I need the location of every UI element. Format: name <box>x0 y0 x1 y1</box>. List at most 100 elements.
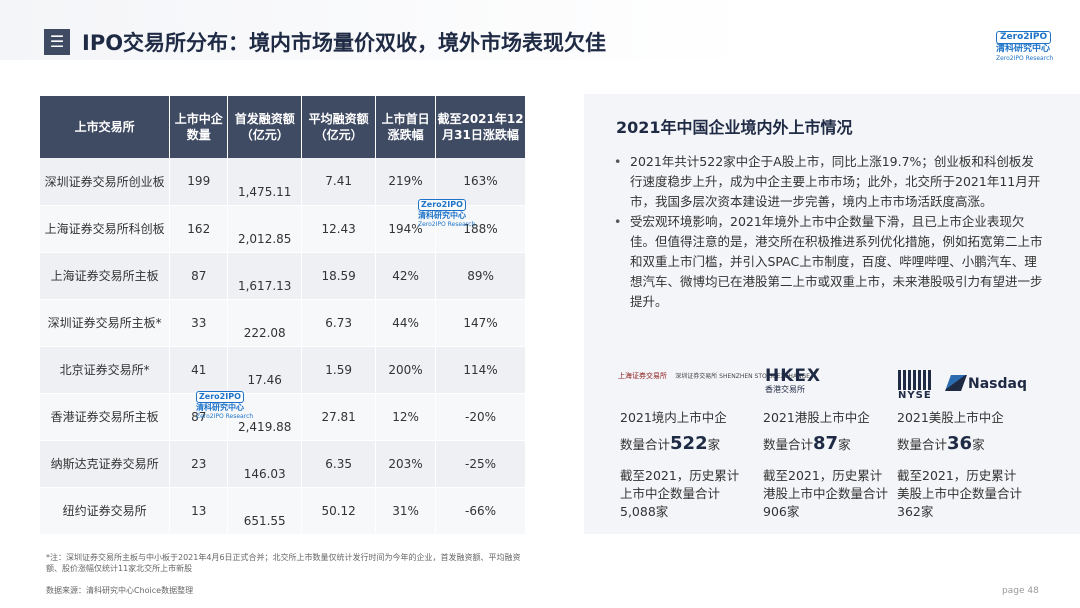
col-count: 上市中企数量 <box>169 96 229 158</box>
stat-count: 数量合计87家 <box>763 434 891 455</box>
cell-count: 162 <box>169 205 229 253</box>
stat-count: 数量合计522家 <box>620 434 750 455</box>
table-header-row: 上市交易所 上市中企数量 首发融资额（亿元） 平均融资额（亿元） 上市首日涨跌幅… <box>40 96 526 158</box>
page-title: IPO交易所分布：境内市场量价双收，境外市场表现欠佳 <box>82 31 607 55</box>
cell-first-day: 219% <box>375 158 437 206</box>
cell-raise: 17.46 <box>227 346 303 394</box>
logo-en: Zero2IPO Research <box>996 55 1054 62</box>
table-row: 纳斯达克证券交易所 23 146.03 6.35 203% -25% <box>40 440 526 488</box>
table-row: 上海证券交易所主板 87 1,617.13 18.59 42% 89% <box>40 252 526 300</box>
col-raise: 首发融资额（亿元） <box>227 96 303 158</box>
cell-first-day: 12% <box>375 393 437 441</box>
cell-first-day: 44% <box>375 299 437 347</box>
cell-first-day: 200% <box>375 346 437 394</box>
cell-first-day: 194% <box>375 205 437 253</box>
cell-avg: 7.41 <box>301 158 377 206</box>
cell-exchange: 纽约证券交易所 <box>40 487 171 535</box>
cell-count: 199 <box>169 158 229 206</box>
szse-logo: 深圳证券交易所 SHENZHEN STOCK EXCHANGE <box>675 372 810 380</box>
cell-ytd: 89% <box>435 252 526 300</box>
nyse-bars <box>898 370 932 390</box>
logo-cn: 清科研究中心 <box>996 44 1051 54</box>
stat-count: 数量合计36家 <box>897 434 1025 455</box>
watermark-badge: Zero2IPO <box>418 199 466 211</box>
cell-ytd: 147% <box>435 299 526 347</box>
cell-ytd: 188% <box>435 205 526 253</box>
cell-avg: 50.12 <box>301 487 377 535</box>
stat-hk: 2021港股上市中企 数量合计87家 截至2021，历史累计港股上市中企数量合计… <box>763 408 891 521</box>
cell-exchange: 深圳证券交易所主板* <box>40 299 171 347</box>
stat-count-prefix: 数量合计 <box>763 437 814 452</box>
cell-raise: 651.55 <box>227 487 303 535</box>
cell-avg: 27.81 <box>301 393 377 441</box>
header-band <box>0 0 1080 60</box>
cell-raise: 1,617.13 <box>227 252 303 300</box>
panel-title: 2021年中国企业境内外上市情况 <box>616 118 853 137</box>
cell-ytd: -20% <box>435 393 526 441</box>
stat-history: 截至2021，历史累计美股上市中企数量合计362家 <box>897 468 1023 519</box>
cell-avg: 18.59 <box>301 252 377 300</box>
col-first-day: 上市首日涨跌幅 <box>375 96 437 158</box>
cell-exchange: 深圳证券交易所创业板 <box>40 158 171 206</box>
menu-icon[interactable]: ☰ <box>44 29 70 55</box>
footnote: *注：深圳证券交易所主板与中小板于2021年4月6日正式合并；北交所上市数量仅统… <box>46 553 521 573</box>
stat-count-value: 522 <box>670 433 708 454</box>
cell-avg: 6.73 <box>301 299 377 347</box>
watermark-badge: Zero2IPO <box>196 391 244 403</box>
watermark-en: Zero2IPO Research <box>196 413 254 420</box>
cell-first-day: 203% <box>375 440 437 488</box>
table-row: 北京证券交易所* 41 17.46 1.59 200% 114% <box>40 346 526 394</box>
table-row: 上海证券交易所科创板 162 2,012.85 12.43 194% 188% <box>40 205 526 253</box>
bullet-item: 受宏观环境影响，2021年境外上市中企数量下滑，且已上市企业表现欠佳。但值得注意… <box>614 212 1044 312</box>
stat-history: 截至2021，历史累计上市中企数量合计5,088家 <box>620 468 740 519</box>
stat-us: 2021美股上市中企 数量合计36家 截至2021，历史累计美股上市中企数量合计… <box>897 408 1025 521</box>
watermark-cn: 清科研究中心 <box>418 211 466 220</box>
stat-count-suffix: 家 <box>838 437 851 452</box>
cell-exchange: 纳斯达克证券交易所 <box>40 440 171 488</box>
watermark-logo: Zero2IPO 清科研究中心 Zero2IPO Research <box>196 384 256 420</box>
table-row: 香港证券交易所主板 87 2,419.88 27.81 12% -20% <box>40 393 526 441</box>
stat-history: 截至2021，历史累计港股上市中企数量合计906家 <box>763 468 889 519</box>
stat-label: 2021境内上市中企 <box>620 410 727 425</box>
table-row: 深圳证券交易所创业板 199 1,475.11 7.41 219% 163% <box>40 158 526 206</box>
table-row: 纽约证券交易所 13 651.55 50.12 31% -66% <box>40 487 526 535</box>
cell-count: 23 <box>169 440 229 488</box>
col-ytd: 截至2021年12月31日涨跌幅 <box>435 96 526 158</box>
cell-count: 87 <box>169 252 229 300</box>
page-number: page 48 <box>1002 586 1039 596</box>
bullet-list: 2021年共计522家中企于A股上市，同比上涨19.7%；创业板和科创板发行速度… <box>614 152 1044 312</box>
cell-raise: 2,012.85 <box>227 205 303 253</box>
cell-ytd: 163% <box>435 158 526 206</box>
cell-avg: 6.35 <box>301 440 377 488</box>
stat-label: 2021港股上市中企 <box>763 410 870 425</box>
summary-panel: 2021年中国企业境内外上市情况 2021年共计522家中企于A股上市，同比上涨… <box>584 94 1080 534</box>
cell-count: 87 <box>169 393 229 441</box>
nyse-logo: NYSE <box>898 370 932 401</box>
stat-label: 2021美股上市中企 <box>897 410 1004 425</box>
watermark-logo: Zero2IPO 清科研究中心 Zero2IPO Research <box>418 192 478 228</box>
cell-raise: 146.03 <box>227 440 303 488</box>
cell-avg: 1.59 <box>301 346 377 394</box>
cell-count: 41 <box>169 346 229 394</box>
stat-count-prefix: 数量合计 <box>897 437 948 452</box>
cell-raise: 222.08 <box>227 299 303 347</box>
watermark-en: Zero2IPO Research <box>418 221 476 228</box>
cell-first-day: 42% <box>375 252 437 300</box>
cell-count: 13 <box>169 487 229 535</box>
nasdaq-logo-text: Nasdaq <box>968 376 1027 392</box>
stat-domestic: 2021境内上市中企 数量合计522家 截至2021，历史累计上市中企数量合计5… <box>620 408 750 521</box>
col-avg: 平均融资额（亿元） <box>301 96 377 158</box>
cell-ytd: 114% <box>435 346 526 394</box>
hkex-logo: HKEX 香港交易所 <box>765 367 821 394</box>
stat-count-value: 36 <box>947 433 973 454</box>
table-row: 深圳证券交易所主板* 33 222.08 6.73 44% 147% <box>40 299 526 347</box>
ipo-exchange-table: 上市交易所 上市中企数量 首发融资额（亿元） 平均融资额（亿元） 上市首日涨跌幅… <box>40 96 526 535</box>
stat-count-suffix: 家 <box>972 437 985 452</box>
stat-count-value: 87 <box>813 433 839 454</box>
cell-exchange: 香港证券交易所主板 <box>40 393 171 441</box>
logo-badge: Zero2IPO <box>996 31 1052 44</box>
cell-exchange: 北京证券交易所* <box>40 346 171 394</box>
nasdaq-mark-icon <box>945 375 967 391</box>
cell-ytd: -25% <box>435 440 526 488</box>
col-exchange: 上市交易所 <box>40 96 171 158</box>
